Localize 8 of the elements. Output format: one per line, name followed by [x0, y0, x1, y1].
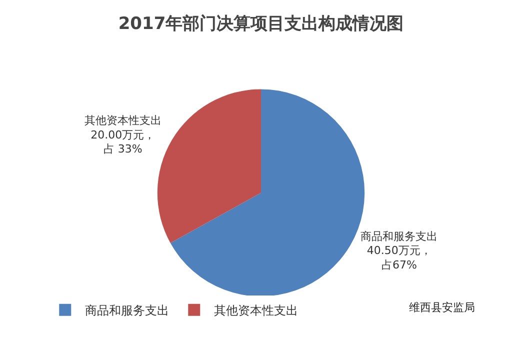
- text: 维西县安监局: [409, 301, 475, 314]
- data-label: 40.50万元，占67%: [366, 244, 432, 272]
- legend-label: 商品和服务支出: [85, 304, 170, 318]
- chart-title: 2017年部门决算项目支出构成情况图: [118, 14, 404, 34]
- legend-label: 其他资本性支出: [214, 304, 298, 318]
- slice-label: 其他资本性支出: [84, 114, 162, 128]
- data-label: 20.00万元，占 33%: [90, 128, 156, 156]
- slice-label: 商品和服务支出: [360, 230, 438, 243]
